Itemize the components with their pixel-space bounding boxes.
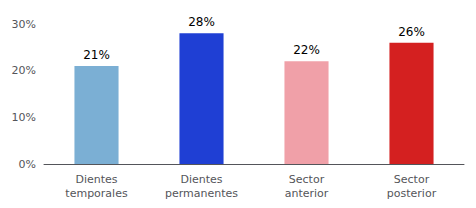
svg-text:permanentes: permanentes [165,187,238,200]
svg-text:Dientes: Dientes [180,173,222,186]
svg-text:anterior: anterior [285,187,329,200]
svg-text:20%: 20% [12,64,36,77]
svg-text:26%: 26% [398,25,425,39]
svg-text:Sector: Sector [394,173,430,186]
svg-text:21%: 21% [83,48,110,62]
svg-text:28%: 28% [188,15,215,29]
svg-text:22%: 22% [293,43,320,57]
svg-text:0%: 0% [19,158,36,171]
svg-text:Dientes: Dientes [75,173,117,186]
svg-text:temporales: temporales [65,187,128,200]
svg-text:30%: 30% [12,18,36,31]
svg-text:Sector: Sector [289,173,325,186]
svg-text:posterior: posterior [387,187,437,200]
svg-text:10%: 10% [12,111,36,124]
